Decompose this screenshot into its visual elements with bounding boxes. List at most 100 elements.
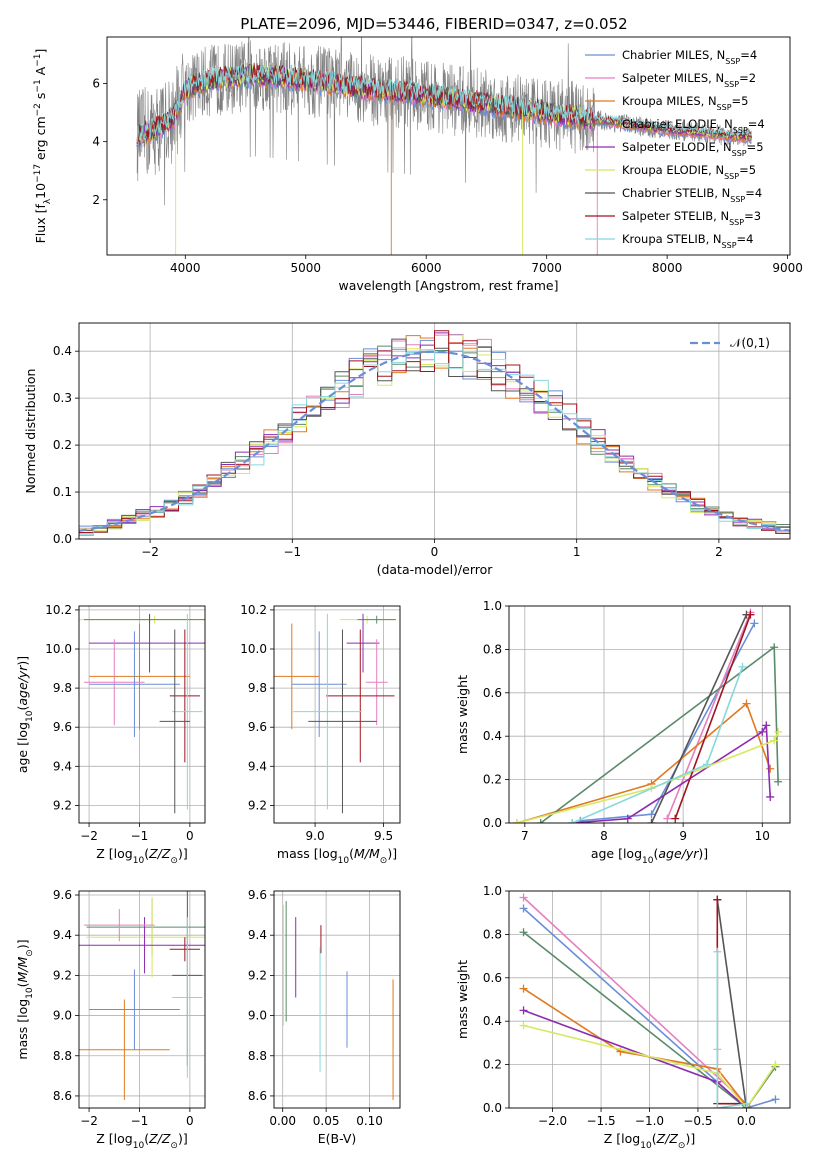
- plot-area: [79, 613, 205, 814]
- x-axis-label: age [log10(age/yr)]: [591, 846, 708, 866]
- errorbar-salpeter-elodie: [346, 613, 380, 673]
- x-tick-label: 6000: [411, 261, 442, 275]
- y-tick-label: 8.6: [248, 1089, 267, 1103]
- x-tick-label: 9.5: [374, 829, 393, 843]
- y-axis-label: mass weight: [455, 960, 470, 1039]
- x-tick-label: 0.00: [269, 1114, 296, 1128]
- marker-plus: [771, 1060, 780, 1069]
- marker-plus: [738, 662, 747, 671]
- marker-plus: [519, 1021, 528, 1030]
- panel-spectrum: 4000 5000 6000 7000 8000 9000 2 4 6 wavelength [A…: [33, 36, 803, 293]
- plot-area: [274, 613, 396, 814]
- y-tick-label: 0.4: [483, 1014, 502, 1028]
- marker-plus: [746, 610, 755, 619]
- x-tick-label: 5000: [290, 261, 321, 275]
- errorbar-salpeter-elodie: [89, 613, 205, 673]
- errorbar-salpeter-miles: [84, 909, 155, 942]
- x-tick-label: 9000: [772, 261, 803, 275]
- marker-plus: [519, 1006, 528, 1015]
- plot-area: [519, 893, 780, 1108]
- legend-label: Chabrier STELIB, NSSP=4: [622, 186, 762, 204]
- weight-line-salpeter-elodie: [519, 1006, 751, 1108]
- x-axis-label: Z [log10(Z/Z⊙)]: [96, 1131, 187, 1151]
- marker-plus: [713, 1104, 722, 1108]
- plot-area: [136, 37, 752, 255]
- errorbar-chabrier-elodie: [357, 615, 396, 624]
- x-tick-label: 0.10: [356, 1114, 383, 1128]
- x-tick-label: 1: [573, 545, 581, 559]
- marker-plus: [623, 814, 632, 823]
- weight-line-salpeter-elodie: [568, 721, 775, 823]
- model-line-kroupa-stelib: [136, 62, 752, 143]
- x-tick-label: 2: [715, 545, 723, 559]
- panel-age_vs_Z: −2 −1 0 9.2 9.4 9.6 9.8 10.0 10.2 Z [log10(Z/Z⊙)]…: [15, 603, 206, 866]
- marker-plus: [647, 810, 656, 819]
- axes-frame: [273, 605, 401, 824]
- y-axis-label: mass [log10(M/M⊙)]: [15, 939, 35, 1059]
- y-tick-label: 8.8: [53, 1049, 72, 1063]
- axes-frame: [508, 605, 791, 824]
- panel-massweight_vs_Z: −2.0 −1.5 −1.0 −0.5 0.0 0.0 0.2 0.4 0.6 0.8 1.0 Z […: [455, 884, 791, 1151]
- y-tick-label: 9.4: [53, 928, 72, 942]
- y-axis-label: age [log10(age/yr)]: [15, 656, 35, 773]
- x-axis-label: (data-model)/error: [377, 562, 494, 577]
- y-tick-label: 9.6: [248, 720, 267, 734]
- x-tick-label: 4000: [170, 261, 201, 275]
- plot-area: [283, 901, 394, 1100]
- y-tick-label: 0.2: [483, 773, 502, 787]
- x-tick-label: 9: [679, 829, 687, 843]
- y-tick-label: 0.2: [53, 438, 72, 452]
- errorbar-chabrier-stelib: [308, 629, 377, 814]
- panel-age_vs_mass: 9.0 9.5 9.2 9.4 9.6 9.8 10.0 10.2 mass [log10(M/…: [240, 603, 401, 866]
- y-tick-label: 9.2: [53, 798, 72, 812]
- x-tick-label: 8: [600, 829, 608, 843]
- x-tick-label: 0: [186, 1114, 194, 1128]
- marker-plus: [770, 736, 779, 745]
- weight-line-chabrier-stelib: [713, 895, 751, 1108]
- y-tick-label: 9.6: [53, 888, 72, 902]
- y-tick-label: 9.6: [248, 888, 267, 902]
- x-axis-label: mass [log10(M/M⊙)]: [277, 846, 397, 866]
- marker-plus: [774, 727, 783, 736]
- marker-plus: [750, 619, 759, 628]
- errorbar-kroupa-stelib: [172, 917, 203, 1078]
- panel-mass_vs_ebv: 0.00 0.05 0.10 8.6 8.8 9.0 9.2 9.4 9.6 E(B-V): [248, 888, 401, 1146]
- marker-plus: [762, 721, 771, 730]
- y-tick-label: 0.2: [483, 1058, 502, 1072]
- marker-plus: [647, 819, 656, 823]
- errorbar-salpeter-elodie: [79, 917, 205, 974]
- y-tick-label: 4: [92, 135, 100, 149]
- plot-area: [79, 891, 205, 1100]
- errorbar-salpeter-miles: [365, 639, 388, 726]
- plot-area: [79, 330, 790, 536]
- legend-label: Kroupa ELODIE, NSSP=5: [622, 163, 756, 181]
- x-tick-label: −2: [80, 829, 98, 843]
- x-tick-label: 0.0: [737, 1114, 756, 1128]
- y-tick-label: 9.4: [53, 759, 72, 773]
- y-axis-label: Normed distribution: [23, 369, 38, 494]
- x-axis-label: E(B-V): [318, 1131, 357, 1146]
- x-tick-label: −2: [80, 1114, 98, 1128]
- y-tick-label: 0.4: [53, 344, 72, 358]
- x-tick-label: −1.5: [586, 1114, 615, 1128]
- weight-line-kroupa-miles: [519, 984, 751, 1108]
- y-tick-label: 9.4: [248, 928, 267, 942]
- y-tick-label: 9.0: [248, 1009, 267, 1023]
- y-tick-label: 10.2: [240, 603, 267, 617]
- errorbar-chabrier-stelib: [159, 629, 190, 814]
- legend-label: Salpeter MILES, NSSP=2: [622, 71, 756, 89]
- y-tick-label: 0.3: [53, 391, 72, 405]
- y-tick-label: 1.0: [483, 884, 502, 898]
- errorbar-salpeter-stelib: [169, 937, 200, 962]
- y-tick-label: 9.2: [248, 968, 267, 982]
- weight-line-kroupa-stelib: [568, 662, 747, 823]
- weight-line-chabrier-elodie: [536, 643, 783, 823]
- y-tick-label: 9.8: [248, 681, 267, 695]
- x-tick-label: 7: [521, 829, 529, 843]
- y-tick-label: 0.6: [483, 686, 502, 700]
- y-tick-label: 10.0: [240, 642, 267, 656]
- x-axis-label: Z [log10(Z/Z⊙)]: [604, 1131, 695, 1151]
- errorbar-chabrier-miles: [291, 631, 347, 737]
- y-tick-label: 9.0: [53, 1009, 72, 1023]
